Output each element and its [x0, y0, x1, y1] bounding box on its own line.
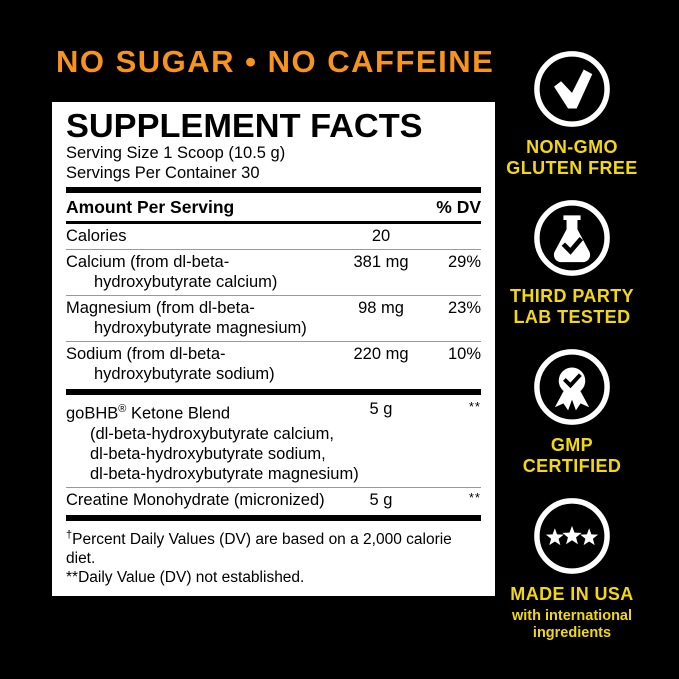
badge-label: NON-GMO GLUTEN FREE — [506, 137, 638, 178]
nutrient-name: Calories — [66, 227, 127, 245]
table-row-sodium: Sodium (from dl-beta- 220 mg 10% hydroxy… — [66, 341, 481, 387]
percent-dv-header: % DV — [436, 197, 481, 217]
blend-ingredient-line: (dl-beta-hydroxybutyrate calcium, — [90, 424, 334, 443]
checkmark-circle-icon — [534, 51, 610, 127]
certification-badges-column: NON-GMO GLUTEN FREE THIRD PARTY LAB TEST… — [504, 50, 640, 642]
registered-trademark-symbol: ® — [118, 403, 127, 415]
table-row-calcium: Calcium (from dl-beta- 381 mg 29% hydrox… — [66, 249, 481, 295]
table-row-calories: Calories 20 — [66, 224, 481, 249]
badge-gmp-certified: GMP CERTIFIED — [523, 348, 622, 477]
footnote-dv-not-established: **Daily Value (DV) not established. — [66, 568, 305, 586]
nutrient-amount: 5 g — [369, 490, 393, 509]
nutrient-name-continued: hydroxybutyrate sodium) — [94, 365, 275, 383]
nutrient-name: goBHB® Ketone Blend — [66, 403, 231, 423]
nutrient-name-continued: hydroxybutyrate magnesium) — [94, 319, 307, 337]
nutrient-amount: 5 g — [369, 400, 393, 418]
badge-label: GMP CERTIFIED — [522, 435, 622, 476]
lab-flask-icon — [534, 200, 610, 276]
amount-per-serving-header: Amount Per Serving — [66, 197, 235, 217]
nutrient-dv: ** — [468, 399, 481, 414]
badge-third-party-lab-tested: THIRD PARTY LAB TESTED — [510, 199, 634, 328]
nutrient-amount: 220 mg — [353, 345, 409, 363]
nutrient-name: Calcium (from dl-beta- — [66, 253, 230, 271]
nutrient-dv — [431, 226, 481, 246]
table-row-magnesium: Magnesium (from dl-beta- 98 mg 23% hydro… — [66, 295, 481, 341]
divider-medium — [66, 221, 481, 224]
servings-per-container: Servings Per Container 30 — [66, 164, 260, 182]
nutrient-dv: 23% — [447, 299, 481, 317]
serving-size: Serving Size 1 Scoop (10.5 g) — [66, 144, 286, 162]
medal-ribbon-icon — [534, 349, 610, 425]
nutrient-name-continued: hydroxybutyrate calcium) — [94, 273, 278, 291]
divider-thick — [66, 389, 481, 395]
nutrient-dv: 29% — [447, 253, 481, 271]
nutrient-name: Sodium (from dl-beta- — [66, 345, 226, 363]
no-sugar-no-caffeine-claim: NO SUGAR • NO CAFFEINE — [56, 44, 495, 79]
supplement-facts-panel: SUPPLEMENT FACTS Serving Size 1 Scoop (1… — [52, 102, 495, 596]
nutrient-amount: 98 mg — [358, 299, 404, 317]
table-row-creatine: Creatine Monohydrate (micronized) 5 g ** — [66, 486, 481, 513]
badge-made-in-usa: MADE IN USA with international ingredien… — [510, 497, 633, 642]
badge-non-gmo-gluten-free: NON-GMO GLUTEN FREE — [506, 50, 637, 179]
badge-sublabel: with international ingredients — [511, 608, 633, 641]
nutrient-dv: 10% — [447, 345, 481, 363]
table-row-gobhb-ketone-blend: goBHB® Ketone Blend 5 g ** (dl-beta-hydr… — [66, 397, 481, 487]
divider-thick — [66, 187, 481, 193]
nutrient-amount: 20 — [371, 227, 391, 245]
supplement-facts-title: SUPPLEMENT FACTS — [66, 107, 423, 144]
column-header-row: Amount Per Serving % DV — [66, 195, 481, 221]
nutrient-name: Creatine Monohydrate (micronized) — [66, 490, 325, 509]
divider-thick — [66, 514, 481, 521]
blend-ingredient-line: dl-beta-hydroxybutyrate magnesium) — [90, 464, 359, 483]
dagger-symbol: † — [66, 528, 73, 541]
footnote-daily-values: †Percent Daily Values (DV) are based on … — [66, 528, 452, 567]
footnotes: †Percent Daily Values (DV) are based on … — [66, 523, 481, 587]
badge-label: MADE IN USA — [510, 584, 634, 604]
nutrient-amount: 381 mg — [353, 253, 409, 271]
badge-label: THIRD PARTY LAB TESTED — [509, 286, 635, 327]
three-stars-icon — [534, 498, 610, 574]
nutrient-dv: ** — [468, 489, 481, 505]
blend-ingredient-line: dl-beta-hydroxybutyrate sodium, — [90, 444, 326, 463]
nutrient-name: Magnesium (from dl-beta- — [66, 299, 255, 317]
